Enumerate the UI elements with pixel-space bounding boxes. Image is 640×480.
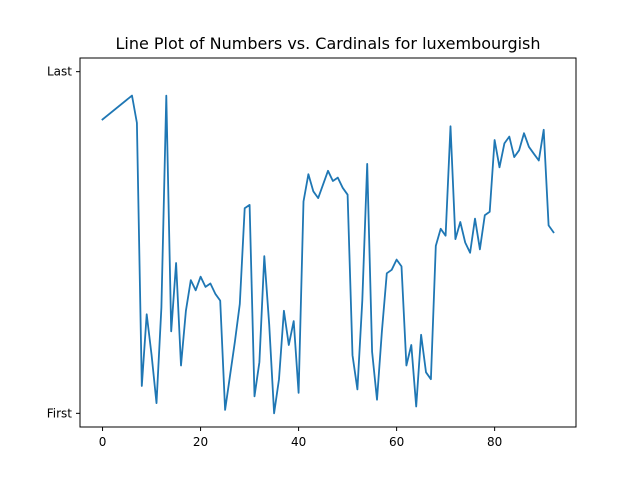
x-tick-label: 80 (487, 435, 502, 449)
x-tick-label: 60 (389, 435, 404, 449)
y-tick-label: First (47, 406, 73, 420)
x-tick-label: 20 (193, 435, 208, 449)
y-axis-ticks: First Last (47, 65, 80, 420)
x-tick-label: 40 (291, 435, 306, 449)
data-series-line (101, 94, 555, 415)
y-tick-label: Last (47, 65, 72, 79)
plot-frame (79, 57, 577, 428)
chart-title: Line Plot of Numbers vs. Cardinals for l… (115, 34, 540, 53)
x-tick-label: 0 (99, 435, 107, 449)
x-axis-ticks: 0 20 40 60 80 (99, 427, 502, 449)
